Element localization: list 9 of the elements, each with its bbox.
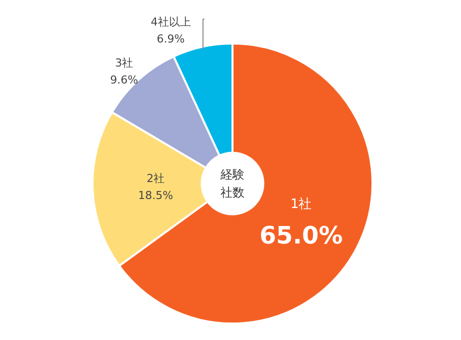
data-label: 9.6% — [110, 73, 138, 86]
text: 経験社数 — [220, 167, 244, 200]
slice-label: 4社以上 — [150, 15, 191, 28]
data-label: 18.5% — [138, 189, 174, 202]
data-label: 65.0% — [259, 221, 343, 250]
slice-label: 2社 — [146, 172, 165, 186]
slice-label: 3社 — [115, 56, 134, 70]
slice-label: 1社 — [290, 196, 312, 212]
data-label: 6.9% — [156, 32, 185, 46]
